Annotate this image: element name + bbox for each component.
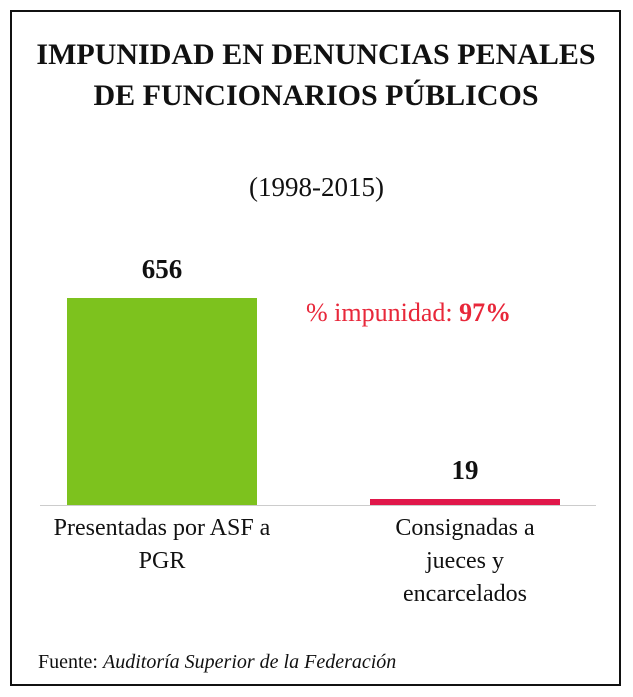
value-label: 19 [451, 455, 479, 485]
source-label: Fuente: [38, 651, 98, 673]
annotation: % impunidad: 97% [306, 298, 511, 328]
bar [67, 298, 257, 505]
source: Fuente: Auditoría Superior de la Federac… [38, 651, 396, 674]
annotation-value: 97% [459, 298, 512, 327]
x-tick-label: Consignadas a jueces y encarcelados [395, 515, 535, 607]
annotation-text: % impunidad: [306, 298, 453, 327]
x-tick-label: Presentadas por ASF a PGR [53, 515, 271, 574]
chart-subtitle: (1998-2015) [249, 172, 384, 202]
source-text: Auditoría Superior de la Federación [103, 651, 397, 673]
value-label: 656 [141, 254, 183, 284]
frame [10, 10, 621, 686]
bar [370, 499, 560, 505]
chart-title: IMPUNIDAD EN DENUNCIAS PENALES DE FUNCIO… [36, 38, 596, 112]
